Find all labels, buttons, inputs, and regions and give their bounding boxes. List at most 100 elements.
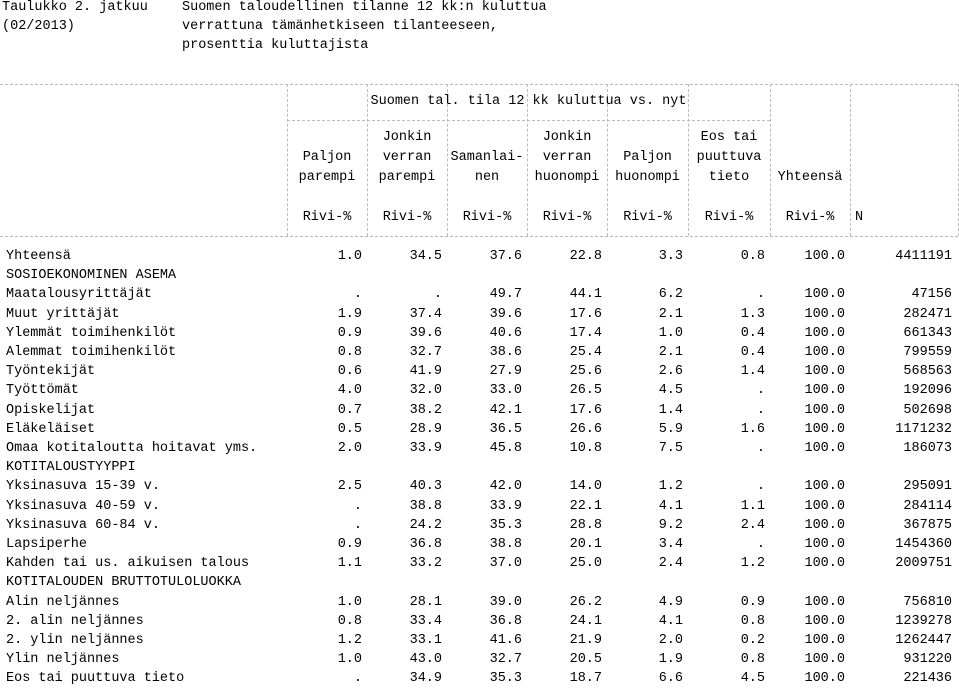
rule: [770, 84, 771, 236]
cell: 3.3: [658, 249, 683, 264]
cell: 0.5: [337, 421, 362, 437]
cell: 1.1: [740, 498, 765, 514]
column-header: Paljon: [623, 150, 672, 165]
cell: .: [353, 287, 362, 303]
cell: 2.1: [658, 306, 683, 322]
cell: 0.4: [740, 345, 765, 360]
cell: 5.9: [658, 421, 683, 437]
cell: 17.6: [569, 402, 602, 418]
column-header: nen: [474, 170, 500, 185]
cell: 6.6: [658, 671, 683, 687]
cell: 37.4: [409, 306, 442, 322]
cell: 0.8: [740, 249, 765, 264]
cell: 33.2: [409, 556, 442, 572]
cell: 100.0: [804, 537, 845, 552]
cell: 1.1: [337, 556, 362, 572]
cell: 42.1: [489, 402, 522, 418]
cell: 100.0: [804, 345, 845, 360]
cell: 36.8: [489, 613, 522, 629]
cell: 39.6: [489, 306, 522, 322]
table-description: Suomen taloudellinen tilanne 12 kk:n kul…: [182, 0, 547, 15]
cell: 41.6: [489, 633, 522, 648]
cell: 100.0: [804, 613, 845, 629]
row-label: Muut yrittäjät: [6, 306, 120, 322]
cell: 2.5: [337, 479, 362, 495]
cell: 1239278: [895, 613, 952, 629]
cell: 40.6: [489, 325, 522, 341]
cell: 26.5: [569, 383, 602, 399]
cell: 18.7: [569, 671, 602, 687]
row-label: Maatalousyrittäjät: [6, 287, 152, 303]
cell: 38.8: [409, 498, 442, 514]
column-header: Jonkin: [542, 130, 592, 145]
row-label: Omaa kotitaloutta hoitavat yms.: [6, 441, 258, 456]
unit-header: Rivi-%: [623, 210, 672, 225]
cell: 1.0: [337, 249, 362, 264]
cell: 1.4: [658, 402, 683, 418]
cell: 9.2: [658, 517, 683, 533]
cell: 661343: [903, 325, 952, 341]
table-description: prosenttia kuluttajista: [182, 38, 369, 53]
cell: 22.8: [569, 249, 602, 264]
cell: 1454360: [895, 537, 952, 552]
cell: 2009751: [895, 556, 952, 572]
unit-header: Rivi-%: [302, 210, 352, 225]
cell: 0.9: [740, 594, 765, 610]
cell: .: [353, 517, 362, 533]
row-label: Eläkeläiset: [6, 421, 96, 437]
cell: .: [756, 402, 765, 418]
column-header: Jonkin: [382, 130, 432, 145]
cell: 502698: [903, 402, 952, 418]
cell: 100.0: [804, 364, 845, 380]
row-label: Alin neljännes: [6, 594, 120, 610]
cell: 33.0: [489, 383, 522, 399]
cell: 33.9: [489, 498, 522, 514]
cell: 0.8: [337, 345, 362, 360]
cell: 26.2: [569, 594, 602, 610]
cell: 0.8: [740, 652, 765, 668]
cell: 21.9: [569, 633, 602, 648]
cell: 20.5: [569, 652, 602, 668]
cell: 100.0: [804, 556, 845, 572]
cell: 931220: [903, 652, 952, 668]
section-header: KOTITALOUSTYYPPI: [6, 460, 136, 476]
row-label: Yhteensä: [6, 249, 71, 264]
cell: 295091: [903, 479, 952, 495]
unit-header: Rivi-%: [382, 210, 432, 225]
cell: .: [756, 441, 765, 456]
rule: [367, 84, 368, 236]
cell: 39.6: [409, 325, 442, 341]
cell: 0.8: [337, 613, 362, 629]
row-label: Yksinasuva 40-59 v.: [6, 498, 160, 514]
cell: 14.0: [569, 479, 602, 495]
row-label: 2. alin neljännes: [6, 613, 144, 629]
cell: 45.8: [489, 441, 522, 456]
cell: 100.0: [804, 441, 845, 456]
rule: [287, 120, 770, 121]
cell: 33.1: [409, 633, 442, 648]
cell: 568563: [903, 364, 952, 380]
cell: 17.4: [569, 325, 602, 341]
cell: 38.8: [489, 537, 522, 552]
cell: 24.1: [569, 613, 602, 629]
cell: 28.9: [409, 421, 442, 437]
cell: 33.9: [409, 441, 442, 456]
column-header: tieto: [708, 170, 750, 185]
row-label: Kahden tai us. aikuisen talous: [6, 556, 250, 572]
cell: 2.6: [658, 364, 683, 380]
cell: 799559: [903, 345, 952, 360]
cell: 1.2: [658, 479, 683, 495]
column-header: puuttuva: [696, 150, 762, 165]
rule: [287, 84, 288, 236]
cell: 2.4: [740, 517, 765, 533]
row-label: Yksinasuva 15-39 v.: [6, 479, 160, 495]
column-header: Samanlai-: [450, 150, 524, 165]
cell: 37.0: [489, 556, 522, 572]
cell: 22.1: [569, 498, 602, 514]
cell: 100.0: [804, 652, 845, 668]
cell: 47156: [911, 287, 952, 303]
table-date: (02/2013): [2, 19, 75, 34]
cell: 4.9: [658, 594, 683, 610]
cell: 100.0: [804, 594, 845, 610]
cell: 100.0: [804, 498, 845, 514]
